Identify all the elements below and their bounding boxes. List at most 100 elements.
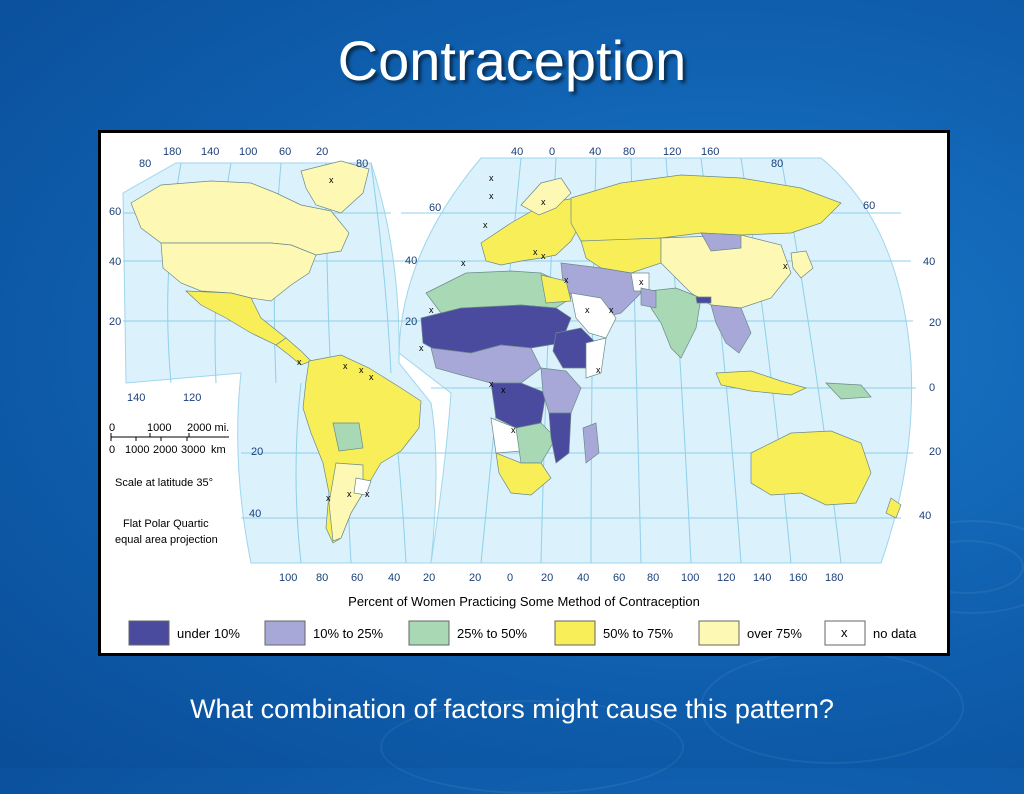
bolivia-region — [332, 422, 364, 452]
legend-label-50-75: 50% to 75% — [603, 626, 674, 641]
no-data-marker: x — [326, 493, 331, 503]
legend-swatch-over-75 — [698, 620, 740, 646]
indonesia-region — [715, 370, 808, 396]
greenland-region — [300, 160, 370, 214]
southeast-asia-region — [710, 304, 752, 354]
scale-note: Scale at latitude 35° — [115, 477, 213, 489]
svg-text:180: 180 — [163, 146, 181, 158]
svg-text:60: 60 — [279, 146, 291, 158]
svg-text:0: 0 — [507, 572, 513, 584]
latitude-labels: 80 60 40 20 80 60 40 20 20 40 80 60 40 2… — [109, 158, 941, 522]
legend: under 10% 10% to 25% 25% to 50% 50% to 7… — [128, 620, 917, 646]
legend-swatch-50-75 — [554, 620, 596, 646]
no-data-marker: x — [533, 247, 538, 257]
japan-korea-region — [790, 250, 814, 279]
legend-swatch-25-50 — [408, 620, 450, 646]
svg-text:20: 20 — [469, 572, 481, 584]
svg-text:160: 160 — [701, 146, 719, 158]
no-data-marker: x — [343, 361, 348, 371]
southern-africa-mid-region — [515, 422, 557, 464]
projection-type: equal area projection — [115, 534, 218, 546]
argentina-region — [328, 462, 364, 542]
svg-text:0: 0 — [109, 422, 115, 434]
svg-text:100: 100 — [239, 146, 257, 158]
no-data-marker: x — [489, 379, 494, 389]
pakistan-region — [640, 287, 657, 309]
no-data-marker: x — [365, 489, 370, 499]
svg-text:20: 20 — [929, 317, 941, 329]
svg-text:60: 60 — [351, 572, 363, 584]
mozambique-region — [548, 412, 572, 464]
madagascar-region — [582, 422, 600, 464]
no-data-marker: x — [501, 385, 506, 395]
legend-swatch-under-10 — [128, 620, 170, 646]
no-data-marker: x — [541, 197, 546, 207]
svg-text:40: 40 — [577, 572, 589, 584]
svg-text:0: 0 — [109, 444, 115, 456]
bottom-longitude-labels: 100 80 60 40 20 20 0 20 40 60 80 100 120… — [279, 572, 843, 584]
mongolia-region — [700, 232, 742, 252]
svg-text:80: 80 — [316, 572, 328, 584]
svg-text:80: 80 — [139, 158, 151, 170]
svg-text:40: 40 — [249, 508, 261, 520]
svg-text:100: 100 — [681, 572, 699, 584]
scale-bar: 0 1000 2000 mi. 0 1000 2000 3000 km Scal… — [109, 422, 229, 546]
no-data-marker: x — [596, 365, 601, 375]
slide-title: Contraception — [337, 29, 687, 92]
no-data-marker: x — [461, 258, 466, 268]
no-data-marker: x — [429, 305, 434, 315]
svg-text:2000 mi.: 2000 mi. — [187, 422, 229, 434]
no-data-marker: x — [369, 372, 374, 382]
no-data-marker: x — [489, 173, 494, 183]
top-longitude-labels: 180 140 100 60 20 40 0 40 80 120 160 — [163, 146, 719, 158]
svg-text:100: 100 — [279, 572, 297, 584]
svg-text:20: 20 — [251, 446, 263, 458]
south-asia-region — [648, 287, 702, 359]
no-data-marker: x — [639, 277, 644, 287]
no-data-marker: x — [585, 305, 590, 315]
inset-longitude-label: 140 — [127, 392, 145, 404]
svg-text:km: km — [211, 444, 226, 456]
svg-text:60: 60 — [109, 206, 121, 218]
svg-text:1000: 1000 — [147, 422, 171, 434]
svg-text:40: 40 — [923, 256, 935, 268]
svg-text:40: 40 — [589, 146, 601, 158]
svg-text:20: 20 — [316, 146, 328, 158]
no-data-marker: x — [564, 275, 569, 285]
svg-text:60: 60 — [429, 202, 441, 214]
svg-text:20: 20 — [929, 446, 941, 458]
somalia-region — [585, 337, 607, 379]
legend-label-under-10: under 10% — [177, 626, 240, 641]
svg-text:140: 140 — [201, 146, 219, 158]
australia-region — [750, 430, 872, 506]
west-central-africa-region — [430, 344, 542, 384]
svg-text:40: 40 — [511, 146, 523, 158]
no-data-marker: x — [489, 191, 494, 201]
no-data-marker: x — [329, 175, 334, 185]
no-data-marker: x — [347, 489, 352, 499]
legend-label-over-75: over 75% — [747, 626, 802, 641]
svg-text:20: 20 — [405, 316, 417, 328]
south-africa-region — [495, 452, 552, 496]
svg-text:160: 160 — [789, 572, 807, 584]
discussion-question: What combination of factors might cause … — [190, 694, 834, 724]
svg-text:140: 140 — [753, 572, 771, 584]
no-data-markers: x x x x x x x x x x x x x x x x x x x x … — [297, 173, 788, 503]
svg-text:180: 180 — [825, 572, 843, 584]
svg-text:0: 0 — [929, 382, 935, 394]
no-data-marker: x — [483, 220, 488, 230]
new-guinea-region — [825, 382, 872, 400]
svg-text:80: 80 — [623, 146, 635, 158]
inset-longitude-label: 120 — [183, 392, 201, 404]
legend-swatch-10-25 — [264, 620, 306, 646]
no-data-marker: x — [297, 357, 302, 367]
legend-swatch-no-data — [824, 620, 866, 646]
svg-text:60: 60 — [863, 200, 875, 212]
svg-text:20: 20 — [423, 572, 435, 584]
no-data-marker: x — [359, 365, 364, 375]
usa-region — [160, 242, 317, 302]
legend-swatch-no-data-x: x — [841, 625, 848, 640]
legend-label-10-25: 10% to 25% — [313, 626, 384, 641]
svg-text:80: 80 — [647, 572, 659, 584]
svg-text:40: 40 — [919, 510, 931, 522]
